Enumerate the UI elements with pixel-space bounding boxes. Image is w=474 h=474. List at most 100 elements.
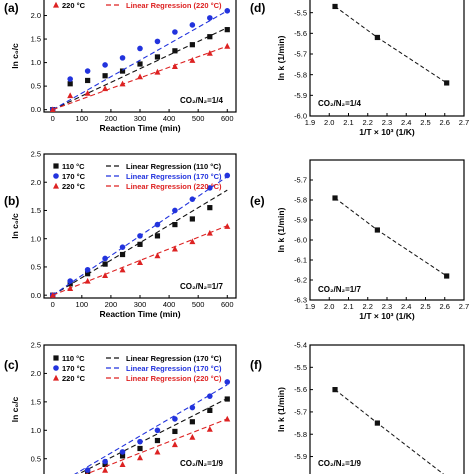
- regression-line: [84, 418, 228, 474]
- legend: 220 °C Linear Regression (220 °C): [53, 1, 222, 10]
- legend-label: Linear Regression (110 °C): [126, 162, 222, 171]
- y-tick-label: 1.5: [31, 397, 41, 406]
- data-point-square: [154, 233, 161, 239]
- data-point-circle: [172, 207, 178, 214]
- y-tick-label: -6.3: [294, 296, 307, 305]
- data-point-circle: [189, 404, 196, 411]
- data-point-triangle: [119, 461, 126, 468]
- data-point-square: [119, 453, 126, 459]
- data-point-circle: [207, 15, 213, 21]
- condition-annotation: CO₂/N₂=1/9: [318, 459, 361, 468]
- condition-annotation: CO₂/N₂=1/7: [318, 285, 361, 294]
- data-point-square: [85, 77, 91, 84]
- x-tick-label: 600: [221, 300, 234, 309]
- data-point-circle: [172, 416, 178, 422]
- y-tick-label: 1.0: [31, 58, 41, 67]
- condition-annotation: CO₂/N₂=1/4: [318, 99, 361, 108]
- data-point-circle: [172, 29, 178, 35]
- data-point-circle: [224, 172, 231, 179]
- x-tick-label: 2.1: [343, 302, 353, 311]
- y-tick-label: -5.8: [294, 196, 307, 205]
- data-point-circle: [102, 255, 108, 262]
- y-tick-label: -6.0: [294, 112, 307, 121]
- data-point-triangle: [189, 433, 196, 440]
- data-point-triangle: [119, 80, 126, 87]
- data-point-square: [444, 80, 450, 86]
- data-point-triangle: [206, 49, 213, 56]
- y-tick-label: -5.9: [294, 452, 307, 461]
- regression-line: [52, 189, 228, 296]
- legend: 110 °C Linear Regression (170 °C) 170 °C Li…: [53, 354, 222, 383]
- data-point-circle: [189, 196, 196, 202]
- legend-label: 110 °C: [62, 354, 85, 363]
- data-point-square: [119, 68, 126, 74]
- x-tick-label: 2.4: [401, 118, 411, 127]
- data-point-circle: [67, 76, 73, 82]
- data-layer: [332, 3, 450, 86]
- legend-label: 110 °C: [62, 162, 85, 171]
- data-point-square: [102, 261, 108, 267]
- y-tick-label: 1.0: [31, 234, 41, 243]
- data-point-triangle: [224, 415, 231, 422]
- x-tick-label: 2.3: [382, 118, 392, 127]
- data-point-square: [189, 419, 195, 425]
- panel-letter: (b): [4, 194, 19, 208]
- legend-label: Linear Regression (220 °C): [126, 374, 222, 383]
- data-point-circle: [224, 379, 231, 385]
- y-tick-label: 2.5: [31, 150, 41, 159]
- data-point-triangle: [84, 89, 91, 96]
- condition-annotation: CO₂/N₂=1/4: [180, 96, 223, 105]
- data-layer: [49, 8, 231, 112]
- y-tick-label: -5.7: [294, 50, 307, 59]
- x-tick-label: 600: [221, 114, 234, 123]
- y-tick-label: -5.4: [294, 341, 307, 350]
- data-point-triangle: [154, 68, 161, 75]
- y-axis-title: ln k (1/min): [276, 35, 286, 80]
- data-layer: [49, 172, 231, 298]
- regression-line: [52, 27, 228, 111]
- legend-symbol-square: [53, 355, 59, 361]
- data-point-triangle: [49, 291, 56, 298]
- data-point-circle: [154, 38, 161, 45]
- x-tick-label: 500: [192, 300, 205, 309]
- data-point-square: [207, 205, 213, 211]
- panel-letter: (e): [250, 194, 265, 208]
- data-point-triangle: [154, 252, 161, 259]
- y-axis-title: ln c₀/c: [10, 213, 20, 239]
- y-tick-label: 2.0: [31, 178, 41, 187]
- data-point-circle: [154, 427, 161, 434]
- data-point-triangle: [224, 223, 231, 229]
- y-axis-title: ln k (1/min): [276, 207, 286, 252]
- x-tick-label: 0: [51, 114, 55, 123]
- data-point-square: [207, 34, 213, 40]
- data-point-square: [374, 34, 380, 41]
- data-point-triangle: [67, 92, 74, 99]
- legend-symbol-triangle: [53, 1, 59, 8]
- legend-label: Linear Regression (170 °C): [126, 172, 222, 181]
- x-axis-title: Reaction Time (min): [99, 123, 180, 133]
- y-tick-label: 1.0: [31, 426, 41, 435]
- data-point-circle: [207, 393, 213, 399]
- data-point-triangle: [84, 277, 91, 284]
- data-point-triangle: [171, 245, 178, 252]
- data-point-circle: [84, 266, 91, 273]
- x-tick-label: 1.9: [305, 118, 315, 127]
- data-point-circle: [102, 458, 108, 465]
- data-point-triangle: [137, 454, 143, 461]
- data-point-square: [189, 216, 195, 222]
- data-point-circle: [137, 45, 143, 52]
- y-tick-label: -5.6: [294, 29, 307, 38]
- x-tick-label: 2.2: [363, 302, 373, 311]
- x-tick-label: 2.3: [382, 302, 392, 311]
- data-point-circle: [119, 449, 126, 455]
- data-point-square: [189, 42, 195, 48]
- x-axis-title: 1/T × 10³ (1/K): [359, 127, 415, 137]
- data-point-circle: [67, 278, 73, 284]
- data-point-triangle: [137, 259, 143, 266]
- data-point-triangle: [189, 238, 196, 245]
- data-point-circle: [102, 62, 108, 68]
- x-tick-label: 300: [134, 300, 147, 309]
- x-tick-label: 300: [134, 114, 147, 123]
- y-tick-label: -5.5: [294, 363, 307, 372]
